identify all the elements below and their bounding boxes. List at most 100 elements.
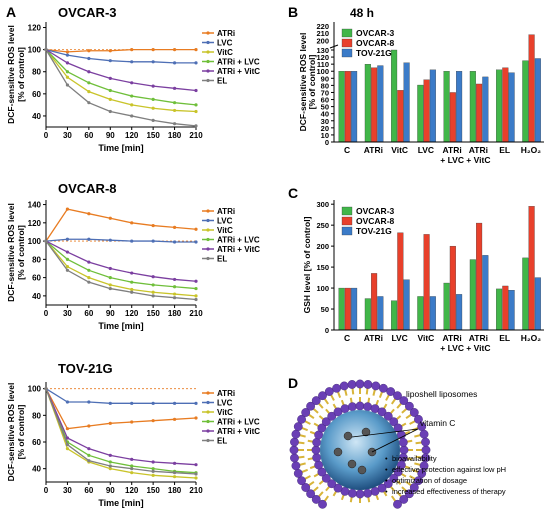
lipid-head xyxy=(291,461,301,471)
lipid-head xyxy=(421,437,430,447)
lipid-head xyxy=(399,445,409,455)
lipid-head xyxy=(311,445,321,455)
data-point xyxy=(87,280,91,284)
x-tick-label: 120 xyxy=(125,486,139,495)
data-point xyxy=(65,237,70,241)
legend-marker xyxy=(206,50,210,54)
legend-marker xyxy=(206,209,210,213)
data-point xyxy=(130,221,134,225)
bar xyxy=(377,65,384,143)
x-tick-label: 0 xyxy=(44,486,49,495)
series-line xyxy=(45,49,197,113)
lipid-head xyxy=(363,488,373,498)
lipid-head xyxy=(393,467,403,477)
benefit-item: optimization of dosage xyxy=(392,476,467,485)
line-charts-group: OVCAR-3 40 60 80 100 120 0 30 60 90 120 150 180 210 Ti… xyxy=(6,5,260,508)
data-point xyxy=(65,75,70,79)
x-tick-label: 30 xyxy=(63,486,72,495)
data-point xyxy=(108,109,112,114)
data-point xyxy=(172,101,177,105)
y-axis-label: GSH level [% of control] xyxy=(302,216,312,313)
data-point xyxy=(108,460,112,464)
data-point xyxy=(172,240,177,244)
x-tick-label: 180 xyxy=(168,486,182,495)
panel-letter-c: C xyxy=(288,185,298,201)
bar xyxy=(371,67,378,143)
lipid-head xyxy=(301,483,311,492)
series-line xyxy=(45,49,196,64)
bar xyxy=(469,259,476,331)
lipid-head xyxy=(347,380,357,389)
lipid-head xyxy=(371,381,381,391)
series-line xyxy=(45,238,196,243)
bullet-icon: • xyxy=(385,454,388,463)
chart-title: 48 h xyxy=(350,6,374,20)
data-point xyxy=(194,476,198,480)
bar xyxy=(403,279,410,331)
x-tick-label: 0 xyxy=(44,309,49,318)
lipid-head xyxy=(347,488,357,498)
legend-marker xyxy=(206,400,210,405)
data-point xyxy=(130,467,134,471)
y-tick-label: 60 xyxy=(32,90,41,99)
data-point xyxy=(151,469,155,473)
data-point xyxy=(108,464,112,468)
lipid-head xyxy=(393,499,402,509)
y-tick-label: 0 xyxy=(325,326,329,335)
series-line xyxy=(45,388,197,474)
lipid-head xyxy=(419,429,429,439)
legend-label: VitC xyxy=(217,408,233,417)
data-point xyxy=(87,237,91,241)
lipid-head xyxy=(312,453,322,463)
bar xyxy=(391,300,398,331)
lipid-head xyxy=(324,387,334,396)
legend-marker xyxy=(206,256,210,261)
category-label: + LVC xyxy=(440,155,464,165)
category-label: ATRi xyxy=(443,333,462,343)
legend-label: OVCAR-3 xyxy=(356,206,395,216)
lipid-head xyxy=(417,469,427,478)
x-tick-label: 90 xyxy=(106,309,115,318)
y-tick-label: 250 xyxy=(316,221,329,230)
bar xyxy=(534,58,541,143)
y-tick-label: 40 xyxy=(32,292,41,301)
data-point xyxy=(65,257,70,261)
data-point xyxy=(87,90,91,94)
data-point xyxy=(172,108,177,113)
panel-letter-d: D xyxy=(288,375,298,391)
legend-marker xyxy=(206,69,210,73)
data-point xyxy=(194,279,198,283)
series-line xyxy=(45,240,197,301)
data-point xyxy=(172,225,177,229)
y-tick-label: 300 xyxy=(316,200,329,209)
x-tick-label: 60 xyxy=(84,309,93,318)
data-point xyxy=(108,401,112,405)
category-label: EL xyxy=(499,333,510,343)
data-point xyxy=(87,447,91,451)
data-point xyxy=(151,401,155,405)
lipid-head xyxy=(340,404,350,414)
data-point xyxy=(87,260,91,264)
legend-label: LVC xyxy=(217,39,233,48)
lipid-head xyxy=(332,383,341,393)
y-tick-label: 110 xyxy=(317,60,329,69)
bar xyxy=(449,92,456,143)
bullet-icon: • xyxy=(385,476,388,485)
series-line xyxy=(45,388,196,404)
x-tick-label: 150 xyxy=(146,486,160,495)
data-point xyxy=(130,471,134,475)
data-point xyxy=(151,294,155,298)
y-tick-label: 90 xyxy=(321,74,329,83)
lipid-head xyxy=(289,445,299,455)
x-tick-label: 210 xyxy=(189,309,203,318)
lipid-head xyxy=(291,429,301,439)
legend-swatch xyxy=(341,48,353,58)
data-point xyxy=(87,101,91,105)
benefit-item: effective protection against low pH xyxy=(392,465,506,474)
data-point xyxy=(130,81,134,85)
category-label: ATRi xyxy=(469,145,488,155)
lipid-head xyxy=(297,476,306,486)
x-tick-label: 60 xyxy=(84,131,93,140)
legend-marker xyxy=(206,228,210,232)
lipid-head xyxy=(321,417,331,427)
